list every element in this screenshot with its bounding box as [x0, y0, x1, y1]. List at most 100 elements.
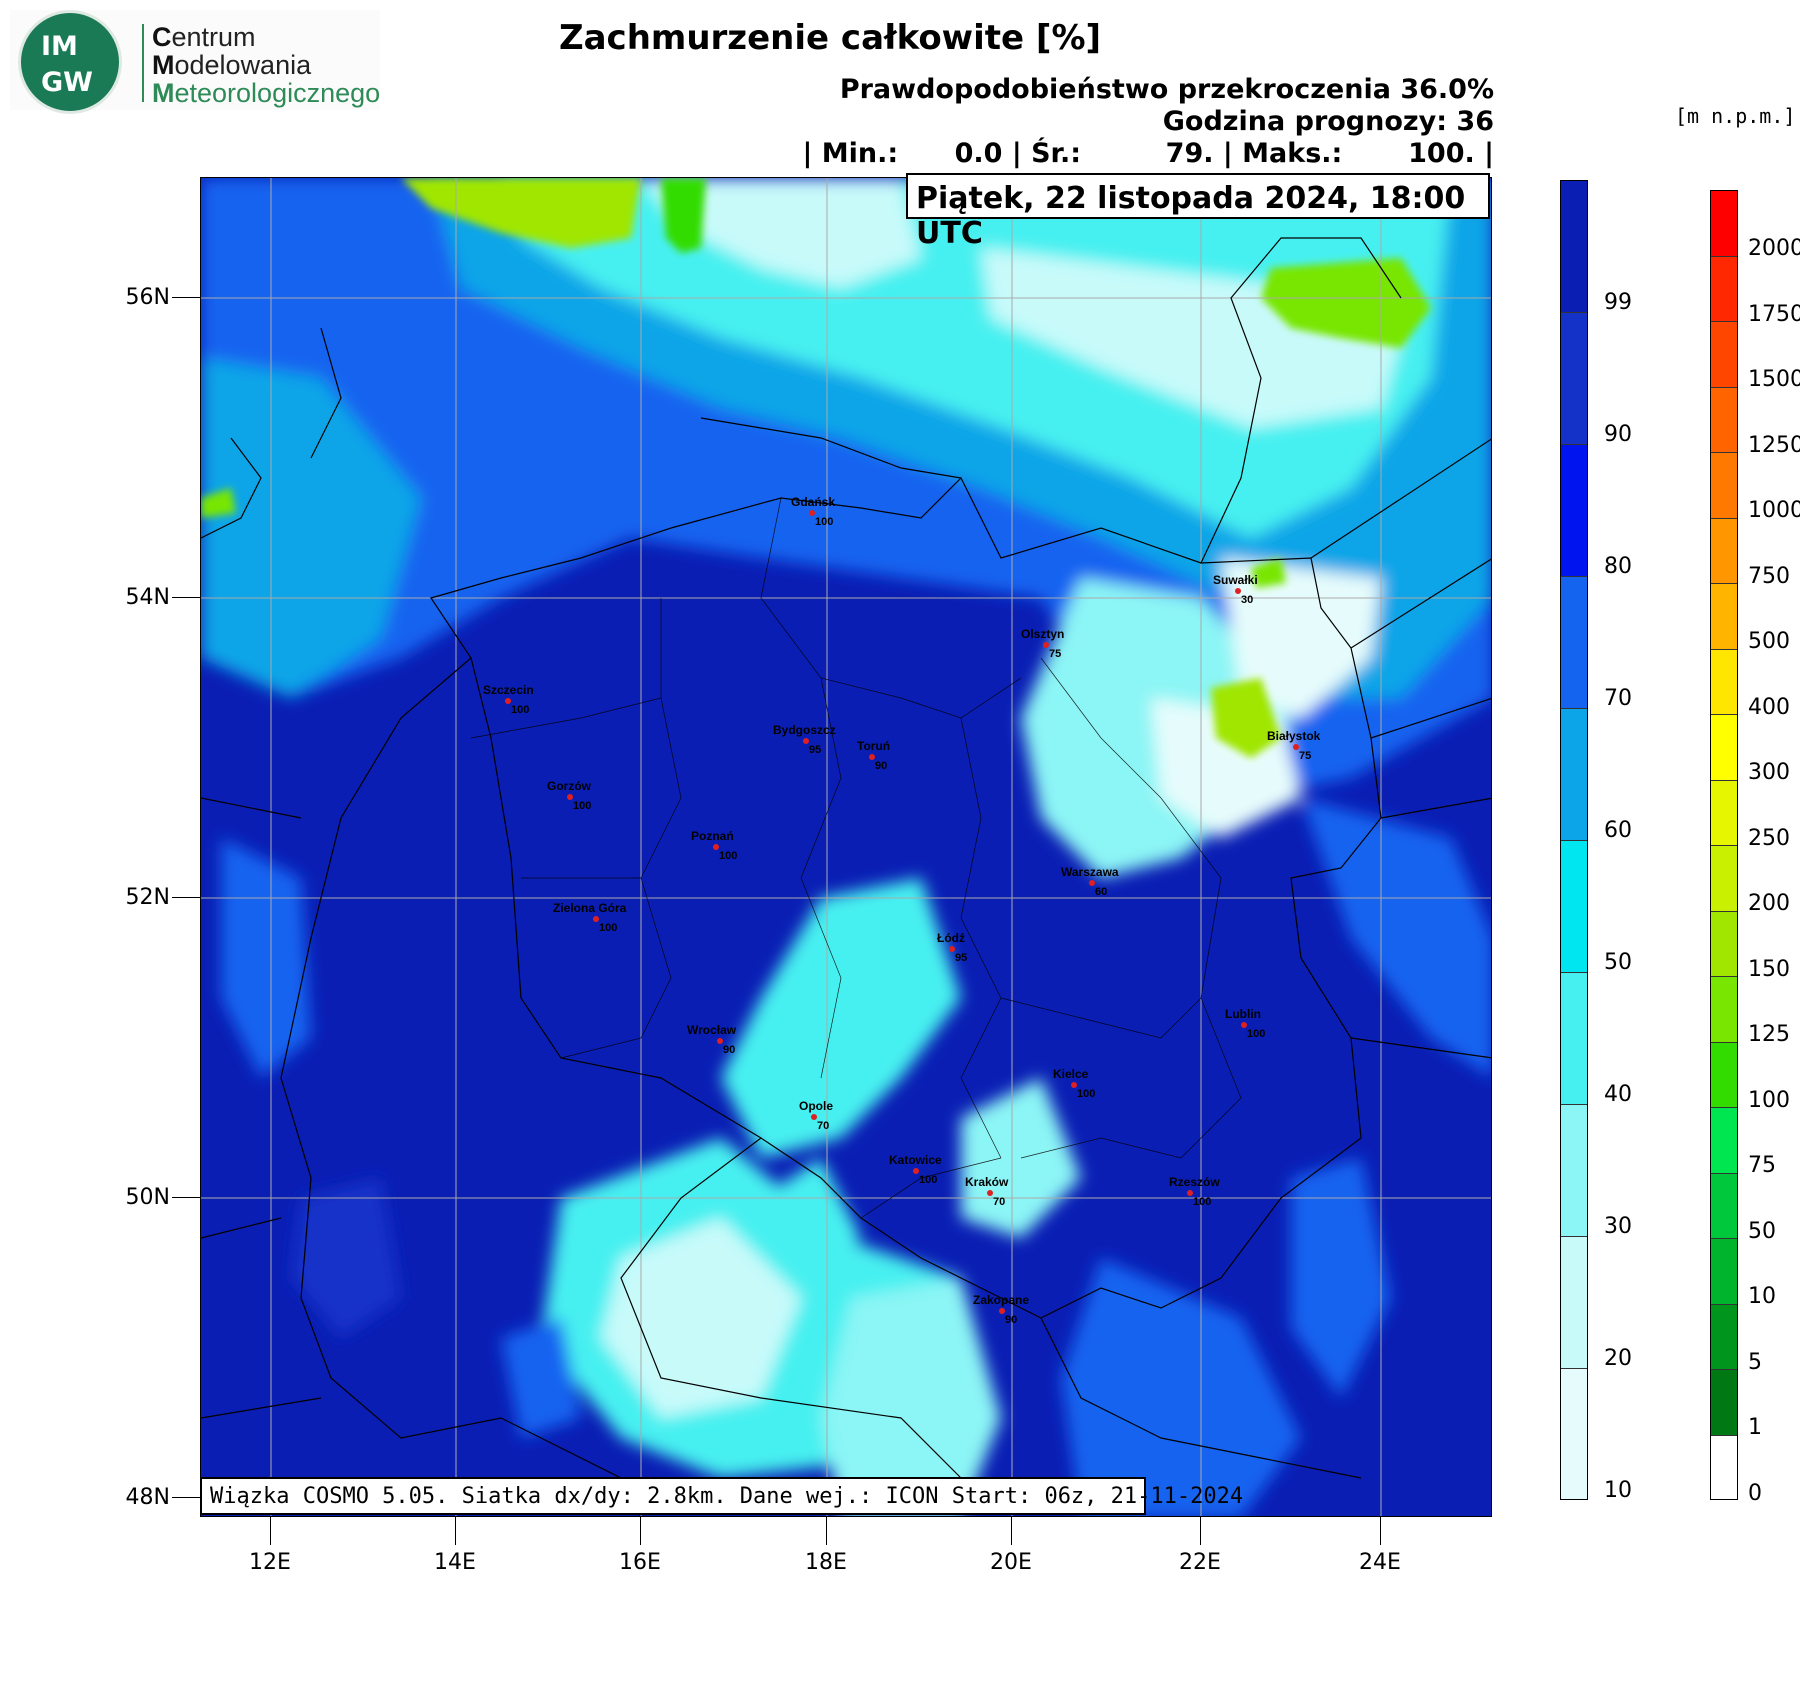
- city-rzeszow: Rzeszów 100: [1169, 1175, 1220, 1209]
- colorbar-label: 200: [1748, 891, 1790, 916]
- lon-label-20e: 20E: [990, 1550, 1032, 1575]
- logo-badge-top: IM: [41, 31, 78, 62]
- city-zakopane: Zakopane 90: [973, 1293, 1030, 1327]
- colorbar-band: [1561, 181, 1587, 313]
- colorbar-label: 1750: [1748, 301, 1800, 327]
- colorbar-label: 50: [1748, 1218, 1776, 1244]
- map-grid-lines: [201, 178, 1491, 1516]
- colorbar-label: 1: [1748, 1415, 1762, 1440]
- cloud-cover-colorbar: [1560, 180, 1588, 1500]
- city-olsztyn: Olsztyn 75: [1021, 627, 1065, 661]
- colorbar-band: [1561, 1105, 1587, 1237]
- colorbar-band: [1711, 453, 1737, 519]
- lat-tick: [172, 897, 200, 898]
- stats-text: | Min.: 0.0 | Śr.: 79. | Maks.: 100. |: [802, 138, 1494, 169]
- terrain-units-label: [m n.p.m.]: [1675, 104, 1796, 128]
- city-poznan: Poznań 100: [691, 829, 738, 863]
- model-info-note: Wiązka COSMO 5.05. Siatka dx/dy: 2.8km. …: [200, 1477, 1243, 1515]
- lon-label-24e: 24E: [1359, 1550, 1401, 1575]
- borders: [201, 237, 1491, 1516]
- colorbar-band: [1561, 1237, 1587, 1369]
- city-warszawa: Warszawa 60: [1061, 865, 1119, 899]
- probability-text: Prawdopodobieństwo przekroczenia 36.0%: [839, 74, 1494, 105]
- city-torun: Toruń 90: [857, 739, 891, 773]
- colorbar-band: [1711, 191, 1737, 257]
- city-lodz: Łódź 95: [937, 931, 968, 965]
- map-title: Zachmurzenie całkowite [%]: [558, 18, 1102, 58]
- lat-label-52n: 52N: [125, 885, 170, 910]
- lon-tick: [1380, 1517, 1381, 1545]
- colorbar-band: [1711, 911, 1737, 977]
- colorbar-band: [1711, 1239, 1737, 1305]
- colorbar-label: 2000: [1748, 236, 1800, 261]
- colorbar-label: 500: [1748, 629, 1790, 654]
- colorbar-band: [1561, 313, 1587, 445]
- lat-tick: [172, 597, 200, 598]
- colorbar-label: 1000: [1748, 498, 1800, 523]
- colorbar-label: 10: [1604, 1478, 1632, 1503]
- lon-tick: [1011, 1517, 1012, 1545]
- colorbar-band: [1711, 780, 1737, 846]
- colorbar-band: [1711, 977, 1737, 1043]
- colorbar-label: 40: [1604, 1082, 1632, 1107]
- lon-tick: [455, 1517, 456, 1545]
- colorbar-band: [1711, 715, 1737, 781]
- colorbar-band: [1711, 322, 1737, 388]
- colorbar-band: [1711, 1370, 1737, 1436]
- city-wroclaw: Wrocław 90: [687, 1023, 737, 1057]
- lon-label-18e: 18E: [805, 1550, 847, 1575]
- logo-line-1: Centrum: [152, 22, 256, 52]
- logo-divider: [142, 24, 144, 102]
- colorbar-band: [1711, 846, 1737, 912]
- imgw-logo: IM GW Centrum Modelowania Meteorologiczn…: [10, 10, 381, 114]
- colorbar-band: [1561, 445, 1587, 577]
- colorbar-label: 10: [1748, 1284, 1776, 1309]
- colorbar-band: [1711, 518, 1737, 584]
- colorbar-label: 100: [1748, 1087, 1790, 1113]
- colorbar-band: [1711, 1435, 1737, 1499]
- colorbar-label: 1250: [1748, 432, 1800, 458]
- colorbar-band: [1711, 584, 1737, 650]
- colorbar-label: 80: [1604, 554, 1632, 579]
- city-zielona-gora: Zielona Góra 100: [553, 901, 627, 935]
- city-suwalki: Suwałki 30: [1213, 573, 1258, 607]
- city-krakow: Kraków 70: [965, 1175, 1009, 1209]
- colorbar-label: 60: [1604, 818, 1632, 843]
- lat-label-50n: 50N: [125, 1185, 170, 1210]
- colorbar-band: [1711, 1173, 1737, 1239]
- colorbar-label: 250: [1748, 825, 1790, 851]
- colorbar-label: 125: [1748, 1022, 1790, 1047]
- city-bialystok: Białystok 75: [1267, 729, 1321, 763]
- lon-tick: [826, 1517, 827, 1545]
- colorbar-label: 50: [1604, 950, 1632, 975]
- colorbar-band: [1711, 1042, 1737, 1108]
- colorbar-label: 70: [1604, 686, 1632, 711]
- logo-badge-bottom: GW: [41, 67, 93, 98]
- lat-tick: [172, 297, 200, 298]
- forecast-datetime-box: Piątek, 22 listopada 2024, 18:00 UTC: [906, 173, 1490, 251]
- cloud-lighter-regions: [201, 178, 1491, 1516]
- colorbar-label: 150: [1748, 956, 1790, 982]
- logo-line-3: Meteorologicznego: [152, 78, 381, 108]
- lat-label-54n: 54N: [125, 585, 170, 610]
- forecast-map[interactable]: Gdańsk 100 Suwałki 30 Olsztyn 75 Szczecin 10…: [200, 177, 1492, 1517]
- imgw-emblem: IM GW: [18, 10, 122, 114]
- colorbar-label: 1500: [1748, 367, 1800, 392]
- city-gorzow: Gorzów 100: [547, 779, 592, 813]
- colorbar-band: [1711, 387, 1737, 453]
- city-kielce: Kielce 100: [1053, 1067, 1096, 1101]
- city-lublin: Lublin 100: [1225, 1007, 1266, 1041]
- colorbar-label: 99: [1604, 290, 1632, 315]
- lat-label-56n: 56N: [125, 285, 170, 310]
- cloud-cover-field: [201, 178, 1491, 1516]
- colorbar-label: 750: [1748, 563, 1790, 589]
- colorbar-band: [1561, 1369, 1587, 1499]
- city-szczecin: Szczecin 100: [483, 683, 534, 717]
- lon-label-16e: 16E: [619, 1550, 661, 1575]
- lon-tick: [270, 1517, 271, 1545]
- colorbar-label: 75: [1748, 1153, 1776, 1178]
- city-opole: Opole 70: [799, 1099, 834, 1133]
- colorbar-band: [1561, 841, 1587, 973]
- lon-label-22e: 22E: [1179, 1550, 1221, 1575]
- colorbar-band: [1561, 709, 1587, 841]
